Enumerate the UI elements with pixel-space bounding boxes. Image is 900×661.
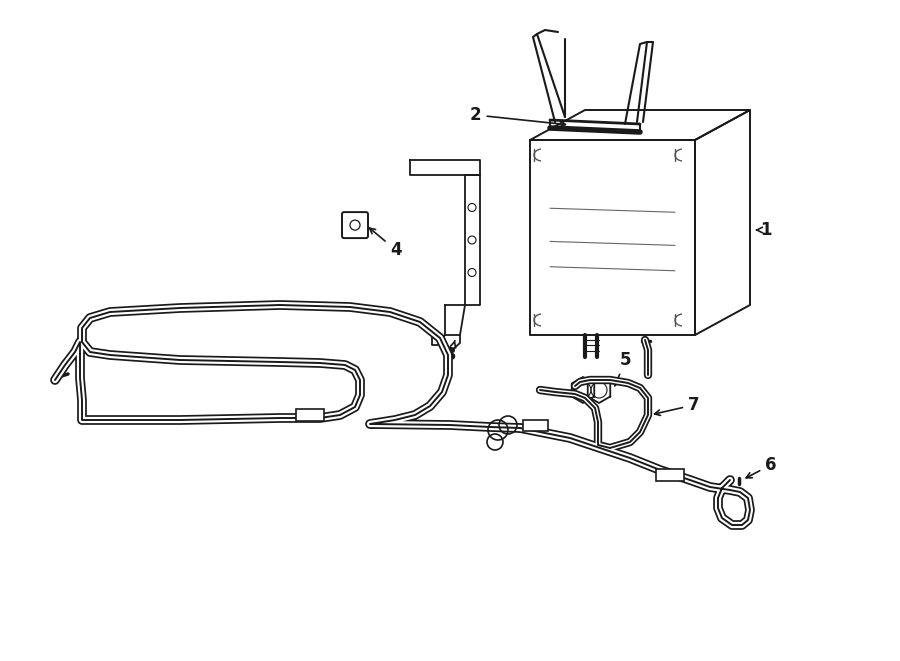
Bar — [523, 420, 547, 430]
Text: 3: 3 — [445, 340, 456, 364]
FancyBboxPatch shape — [342, 212, 368, 238]
Bar — [656, 469, 684, 481]
Text: 1: 1 — [757, 221, 771, 239]
Text: 4: 4 — [370, 228, 401, 259]
Text: 7: 7 — [654, 396, 699, 415]
Text: 2: 2 — [470, 106, 565, 127]
Text: 6: 6 — [746, 456, 777, 478]
Text: 5: 5 — [615, 351, 632, 386]
Bar — [296, 409, 324, 421]
